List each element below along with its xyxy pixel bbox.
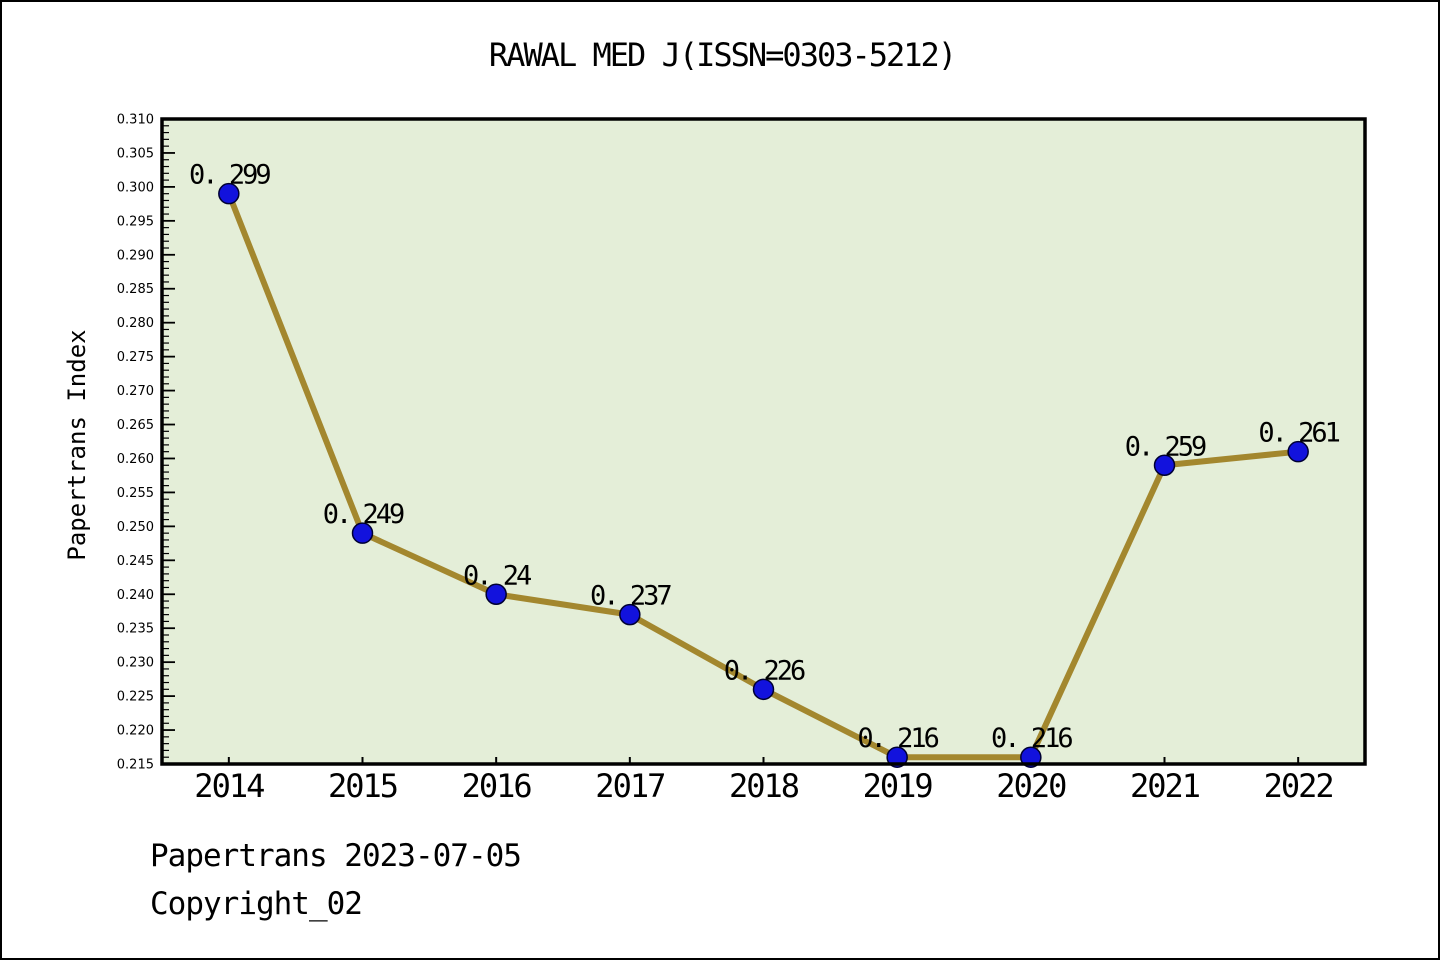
x-axis-tick-label: 2019 <box>863 767 933 805</box>
y-axis-tick-label: 0.290 <box>117 248 154 263</box>
x-axis-tick-label: 2018 <box>729 767 799 805</box>
data-point-label: 0. 216 <box>991 723 1072 754</box>
data-point <box>1287 440 1309 463</box>
data-point-label: 0. 259 <box>1125 431 1206 462</box>
data-point <box>1153 454 1176 477</box>
x-axis-tick-label: 2014 <box>194 767 264 805</box>
x-axis-tick-label: 2022 <box>1264 767 1333 805</box>
plot-frame <box>160 117 1367 766</box>
data-point <box>752 678 775 701</box>
y-axis-tick-label: 0.270 <box>117 384 154 399</box>
footer-copyright: Copyright_02 <box>150 886 363 922</box>
y-axis-tick-label: 0.310 <box>117 113 154 128</box>
y-axis-tick-label: 0.250 <box>117 520 154 535</box>
y-axis-tick-label: 0.295 <box>117 214 154 229</box>
y-axis-tick-label: 0.220 <box>117 724 154 739</box>
y-axis-tick-label: 0.230 <box>117 656 154 671</box>
plot-area <box>162 119 1365 764</box>
data-point-label: 0. 299 <box>189 160 270 191</box>
y-axis-tick-label: 0.215 <box>117 758 154 773</box>
data-point <box>886 746 908 768</box>
data-point <box>351 522 374 544</box>
data-point <box>485 583 507 606</box>
x-axis-tick-label: 2020 <box>996 767 1066 805</box>
data-point <box>619 603 641 626</box>
y-axis-tick-label: 0.285 <box>117 282 154 297</box>
x-axis-tick-label: 2015 <box>328 767 397 805</box>
data-point <box>218 182 240 205</box>
x-axis-tick-label: 2017 <box>595 767 664 805</box>
y-axis-tick-label: 0.305 <box>117 146 154 161</box>
x-axis-tick-label: 2016 <box>462 767 532 805</box>
y-axis-tick-label: 0.275 <box>117 350 154 365</box>
data-point-label: 0. 216 <box>857 723 938 754</box>
data-point-label: 0. 249 <box>323 499 404 530</box>
chart-title: RAWAL MED J(ISSN=0303-5212) <box>488 36 957 74</box>
y-axis-tick-label: 0.260 <box>117 452 154 467</box>
data-point-label: 0. 261 <box>1258 418 1339 449</box>
data-point-label: 0. 237 <box>590 581 671 612</box>
y-axis-tick-label: 0.240 <box>117 588 154 603</box>
y-axis-tick-label: 0.300 <box>117 180 154 195</box>
y-axis-tick-label: 0.235 <box>117 622 154 637</box>
data-point-label: 0. 24 <box>463 560 531 591</box>
data-point <box>1020 746 1042 768</box>
data-point-label: 0. 226 <box>724 655 805 686</box>
y-axis-tick-label: 0.280 <box>117 316 154 331</box>
footer-date: Papertrans 2023-07-05 <box>150 838 522 874</box>
y-axis-tick-label: 0.225 <box>117 690 154 705</box>
x-axis-tick-label: 2021 <box>1130 767 1200 805</box>
y-axis-tick-label: 0.255 <box>117 486 154 501</box>
y-axis-tick-label: 0.265 <box>117 418 154 433</box>
y-axis-tick-label: 0.245 <box>117 554 154 569</box>
